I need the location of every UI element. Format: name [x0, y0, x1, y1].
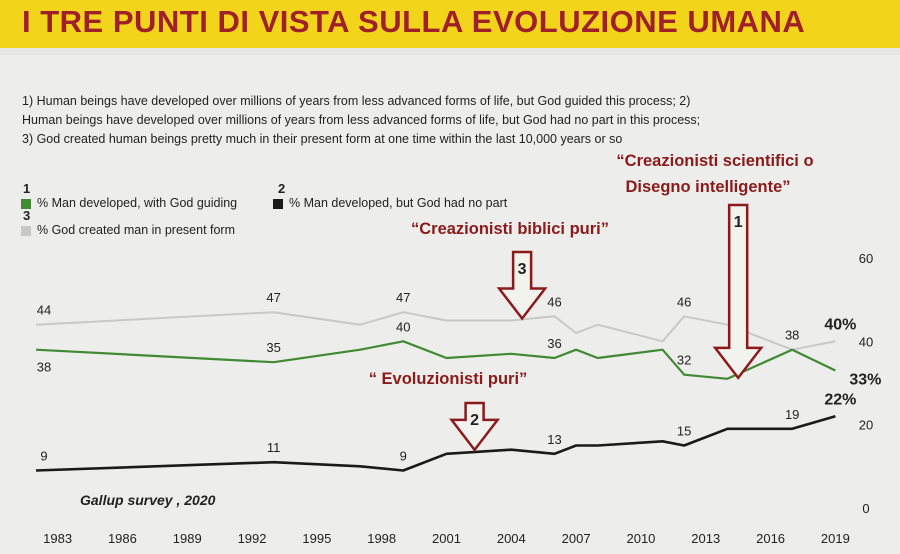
- data-label: 47: [396, 290, 410, 305]
- legend-number-2: 2: [278, 181, 286, 196]
- chart-description: 1) Human beings have developed over mill…: [22, 94, 701, 146]
- y-tick-label: 40: [859, 334, 873, 349]
- x-tick-label: 2010: [626, 531, 655, 546]
- legend-number-3: 3: [23, 208, 31, 223]
- legend-label-creation: % God created man in present form: [37, 223, 236, 237]
- data-label: 38: [37, 360, 51, 375]
- annotation-1-arrow-number: 1: [734, 214, 743, 231]
- data-label: 11: [267, 440, 281, 455]
- annotation-scientific-creationists-line2: Disegno intelligente”: [625, 178, 790, 196]
- data-label: 15: [677, 424, 691, 439]
- annotation-3-arrow: [496, 250, 548, 321]
- legend-swatch-black: [273, 198, 283, 209]
- x-tick-label: 2019: [821, 531, 850, 546]
- annotation-3-arrow-number: 3: [518, 261, 527, 278]
- chart-panel: [0, 55, 900, 554]
- legend-label-god-guiding: % Man developed, with God guiding: [37, 196, 238, 210]
- series-line: [35, 415, 836, 472]
- data-label: 32: [677, 353, 691, 368]
- legend-number-1: 1: [23, 181, 31, 196]
- x-tick-label: 1992: [238, 531, 267, 546]
- legend-swatch-gray: [21, 225, 31, 236]
- data-label: 36: [547, 336, 561, 351]
- data-label: 46: [547, 294, 561, 309]
- annotation-biblical-creationists: “Creazionisti biblici puri”: [411, 220, 609, 238]
- x-tick-label: 1989: [173, 531, 202, 546]
- legend-swatch-green: [21, 198, 31, 209]
- legend-item-creation: % God created man in present form: [21, 223, 235, 237]
- data-label: 44: [37, 303, 51, 318]
- annotation-1-arrow: [712, 203, 764, 380]
- x-tick-label: 1983: [43, 531, 72, 546]
- x-tick-label: 2007: [562, 531, 591, 546]
- data-label: 35: [266, 340, 280, 355]
- y-tick-label: 0: [862, 501, 869, 516]
- series-line: [35, 311, 836, 351]
- data-label: 40: [396, 319, 410, 334]
- data-label: 38: [785, 328, 799, 343]
- x-tick-label: 1986: [108, 531, 137, 546]
- x-tick-label: 2001: [432, 531, 461, 546]
- data-label: 33%: [849, 372, 881, 389]
- title-banner: I TRE PUNTI DI VISTA SULLA EVOLUZIONE UM…: [0, 0, 900, 48]
- annotation-2-arrow: [449, 401, 501, 452]
- data-label: 13: [547, 432, 561, 447]
- data-label: 9: [400, 449, 407, 464]
- legend-item-god-guiding: % Man developed, with God guiding: [21, 196, 237, 210]
- x-tick-label: 2013: [691, 531, 720, 546]
- annotation-pure-evolutionists: “ Evoluzionisti puri”: [369, 370, 528, 388]
- annotation-scientific-creationists-line1: “Creazionisti scientifici o: [616, 152, 813, 170]
- source-note: Gallup survey , 2020: [80, 492, 216, 508]
- legend-item-no-god: % Man developed, but God had no part: [273, 196, 507, 210]
- x-tick-label: 2016: [756, 531, 785, 546]
- x-tick-label: 2004: [497, 531, 526, 546]
- data-label: 46: [677, 294, 691, 309]
- y-tick-label: 20: [859, 418, 873, 433]
- slide-title: I TRE PUNTI DI VISTA SULLA EVOLUZIONE UM…: [22, 4, 806, 39]
- x-tick-label: 1998: [367, 531, 396, 546]
- annotation-2-arrow-number: 2: [470, 412, 479, 429]
- series-line: [35, 340, 836, 380]
- data-label: 9: [40, 449, 47, 464]
- data-label: 22%: [824, 391, 856, 408]
- data-label: 47: [266, 290, 280, 305]
- y-tick-label: 60: [859, 251, 873, 266]
- data-label: 19: [785, 407, 799, 422]
- data-label: 40%: [824, 316, 856, 333]
- x-tick-label: 1995: [302, 531, 331, 546]
- legend-label-no-god: % Man developed, but God had no part: [289, 196, 508, 210]
